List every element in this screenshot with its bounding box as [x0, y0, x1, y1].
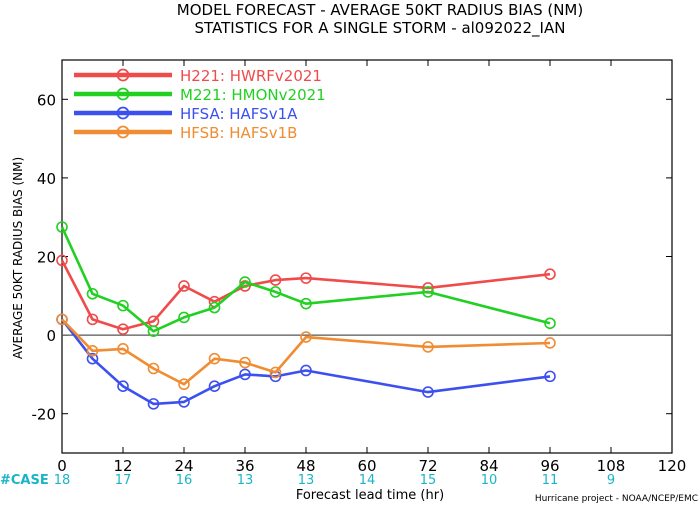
data-point [117, 323, 129, 336]
data-point [117, 299, 129, 312]
data-point [300, 331, 312, 343]
data-point [422, 386, 434, 398]
x-tick-label: 36 [235, 457, 254, 475]
data-point [178, 311, 190, 324]
series-line [60, 259, 551, 331]
case-count: 14 [359, 473, 376, 488]
x-axis-ticks: 0 12 24 36 48 60 72 84 96 108 120 [57, 60, 686, 475]
data-point [178, 378, 190, 391]
series-line [60, 226, 551, 333]
y-tick-label: 20 [37, 249, 56, 267]
case-count: 11 [542, 473, 559, 488]
legend-marker [116, 68, 130, 82]
y-tick-label: 0 [46, 327, 56, 345]
data-point [544, 268, 556, 280]
plot-frame [61, 59, 673, 454]
x-tick-label: 0 [57, 457, 67, 475]
y-axis-label: AVERAGE 50KT RADIUS BIAS (NM) [11, 157, 25, 359]
legend-label: M221: HMONv2021 [180, 86, 326, 104]
series-line [60, 318, 551, 406]
data-point [269, 286, 282, 298]
data-point [300, 297, 312, 310]
data-point [239, 356, 251, 369]
x-tick-label: 72 [418, 457, 437, 475]
legend-marker [116, 87, 130, 101]
data-point [147, 398, 160, 410]
x-tick-label: 12 [113, 457, 132, 475]
data-point [86, 288, 99, 300]
x-tick-label: 108 [597, 457, 626, 475]
data-point [208, 380, 221, 392]
credit-text: Hurricane project - NOAA/NCEP/EMC [535, 494, 698, 504]
x-tick-label: 84 [479, 457, 498, 475]
data-point [422, 341, 434, 353]
case-count: 18 [54, 473, 71, 488]
x-tick-label: 60 [357, 457, 376, 475]
y-tick-label: 40 [37, 170, 56, 188]
case-count: 13 [298, 473, 315, 488]
series-group [56, 221, 556, 410]
data-point [86, 352, 99, 365]
x-tick-label: 24 [174, 457, 193, 475]
data-point [544, 370, 556, 383]
case-count: 13 [237, 473, 254, 488]
legend-label: HFSA: HAFSv1A [180, 105, 298, 123]
data-point [269, 366, 282, 379]
data-point [56, 221, 68, 233]
data-point [56, 313, 68, 326]
data-point [86, 313, 99, 326]
data-point [117, 380, 129, 392]
data-point [422, 286, 434, 298]
data-point [239, 368, 251, 381]
case-count-row: #CASE 18 17 16 13 13 14 15 10 11 9 [0, 473, 615, 488]
data-point [147, 325, 160, 337]
data-point [178, 280, 190, 292]
case-count: 16 [176, 473, 193, 488]
series-line [61, 318, 551, 386]
y-axis-ticks: -20 0 20 40 60 [32, 91, 672, 424]
data-point [269, 274, 282, 286]
chart-title: MODEL FORECAST - AVERAGE 50KT RADIUS BIA… [177, 1, 583, 19]
y-tick-label: 60 [37, 91, 56, 109]
chart-subtitle: STATISTICS FOR A SINGLE STORM - al092022… [195, 19, 566, 38]
x-tick-label: 96 [540, 457, 559, 475]
data-point [239, 276, 251, 288]
case-count: 15 [420, 473, 437, 488]
x-axis-label: Forecast lead time (hr) [296, 488, 444, 503]
data-point [56, 254, 68, 267]
data-point [208, 352, 221, 365]
data-point [544, 337, 556, 349]
legend-label: HFSB: HAFSv1B [180, 124, 297, 142]
legend-marker [116, 106, 130, 120]
data-point [300, 364, 312, 377]
data-point [208, 301, 221, 314]
data-point [147, 362, 160, 375]
legend-marker [116, 125, 130, 139]
case-label: #CASE [0, 473, 49, 488]
y-tick-label: -20 [32, 406, 57, 424]
data-point [86, 345, 99, 357]
data-point [300, 272, 312, 284]
case-count: 9 [607, 473, 615, 488]
x-tick-label: 120 [658, 457, 687, 475]
data-point [544, 317, 556, 330]
case-count: 17 [115, 473, 132, 488]
case-count: 10 [481, 473, 498, 488]
data-point [178, 396, 190, 408]
x-tick-label: 48 [296, 457, 315, 475]
data-point [117, 343, 129, 355]
legend-label: H221: HWRFv2021 [180, 67, 322, 85]
